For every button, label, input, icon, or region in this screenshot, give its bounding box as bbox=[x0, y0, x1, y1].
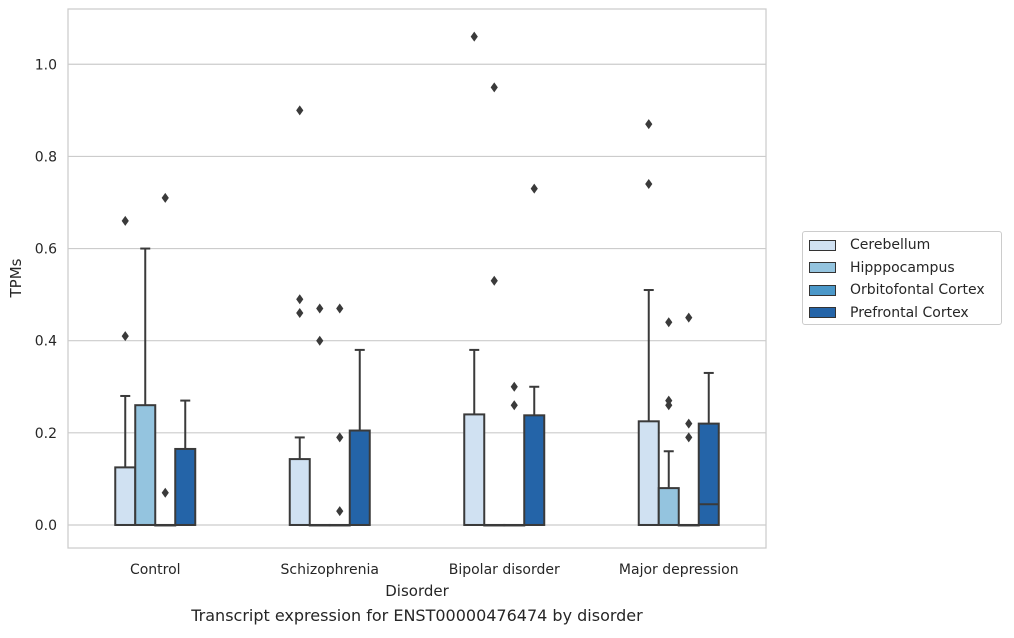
box-2-1 bbox=[328, 303, 351, 527]
outlier-point bbox=[316, 335, 324, 346]
outlier-point bbox=[296, 105, 304, 116]
legend-swatch bbox=[809, 284, 836, 296]
outlier-point bbox=[470, 31, 478, 42]
box-1-0 bbox=[134, 247, 157, 526]
legend-swatch bbox=[809, 262, 836, 273]
x-tick-label: Bipolar disorder bbox=[449, 562, 560, 578]
tick-layer: 0.0 0.2 0.4 0.6 0.8 1.0 Control Schizophrenia Bi… bbox=[35, 57, 739, 578]
legend-label: Prefrontal Cortex bbox=[850, 304, 969, 321]
outlier-point bbox=[161, 487, 169, 498]
box-body bbox=[523, 414, 546, 526]
box-3-2 bbox=[523, 183, 546, 526]
y-tick-label: 0.6 bbox=[35, 242, 57, 258]
legend-item: Hipppocampus bbox=[809, 259, 955, 277]
legend-label: Hipppocampus bbox=[850, 259, 955, 276]
box-3-3 bbox=[697, 371, 720, 526]
legend: Cerebellum Hipppocampus Orbitofontal Corte… bbox=[802, 231, 1002, 325]
box-body bbox=[637, 420, 660, 526]
box-1-2 bbox=[483, 82, 506, 527]
box-body bbox=[134, 404, 157, 526]
y-tick-label: 0.8 bbox=[35, 149, 57, 165]
box-body bbox=[114, 466, 137, 526]
outlier-point bbox=[296, 308, 304, 319]
outlier-point bbox=[665, 317, 673, 328]
box-1-3 bbox=[657, 317, 680, 526]
box-2-0 bbox=[154, 192, 177, 527]
axes-frame bbox=[67, 8, 767, 549]
legend-label: Cerebellum bbox=[850, 237, 931, 253]
box-body bbox=[288, 458, 311, 526]
outlier-point bbox=[530, 183, 538, 194]
legend-item: Prefrontal Cortex bbox=[809, 304, 969, 322]
outlier-point bbox=[121, 215, 129, 226]
box-body bbox=[348, 429, 371, 526]
y-tick-label: 0.0 bbox=[35, 518, 57, 534]
outlier-point bbox=[685, 418, 693, 429]
outlier-point bbox=[490, 82, 498, 93]
box-1-1 bbox=[308, 303, 331, 527]
outlier-point bbox=[685, 312, 693, 323]
outlier-point bbox=[490, 275, 498, 286]
y-tick-label: 1.0 bbox=[35, 57, 57, 73]
outlier-point bbox=[645, 179, 653, 190]
outlier-point bbox=[336, 432, 344, 443]
outlier-point bbox=[665, 395, 673, 406]
box-body bbox=[697, 422, 720, 526]
outlier-point bbox=[161, 192, 169, 203]
box-0-0 bbox=[114, 215, 137, 526]
legend-swatch bbox=[809, 307, 836, 318]
outlier-point bbox=[296, 294, 304, 305]
box-body bbox=[463, 413, 486, 526]
chart-caption: Transcript expression for ENST0000047647… bbox=[191, 606, 643, 625]
x-axis-label: Disorder bbox=[385, 582, 449, 600]
outlier-point bbox=[336, 506, 344, 517]
x-tick-label: Major depression bbox=[619, 562, 739, 578]
outlier-point bbox=[336, 303, 344, 314]
box-body bbox=[657, 487, 680, 526]
outlier-point bbox=[316, 303, 324, 314]
y-tick-label: 0.4 bbox=[35, 334, 57, 350]
outlier-point bbox=[510, 381, 518, 392]
box-body bbox=[174, 447, 197, 526]
outlier-point bbox=[685, 432, 693, 443]
outlier-point bbox=[121, 331, 129, 342]
grid-layer bbox=[68, 63, 766, 526]
outlier-point bbox=[510, 400, 518, 411]
box-3-0 bbox=[174, 399, 197, 526]
box-0-1 bbox=[288, 105, 311, 526]
legend-item: Orbitofontal Cortex bbox=[809, 281, 985, 299]
x-tick-label: Control bbox=[130, 562, 181, 578]
box-layer bbox=[114, 31, 720, 527]
box-2-2 bbox=[503, 381, 526, 527]
outlier-point bbox=[645, 119, 653, 130]
legend-item: Cerebellum bbox=[809, 236, 930, 254]
y-axis-label: TPMs bbox=[7, 258, 25, 298]
box-3-1 bbox=[348, 348, 371, 526]
box-2-3 bbox=[677, 312, 700, 527]
y-tick-label: 0.2 bbox=[35, 426, 57, 442]
x-tick-label: Schizophrenia bbox=[281, 562, 379, 578]
legend-label: Orbitofontal Cortex bbox=[850, 282, 985, 298]
box-0-2 bbox=[463, 31, 486, 526]
legend-swatch bbox=[809, 239, 836, 251]
box-0-3 bbox=[637, 119, 660, 526]
